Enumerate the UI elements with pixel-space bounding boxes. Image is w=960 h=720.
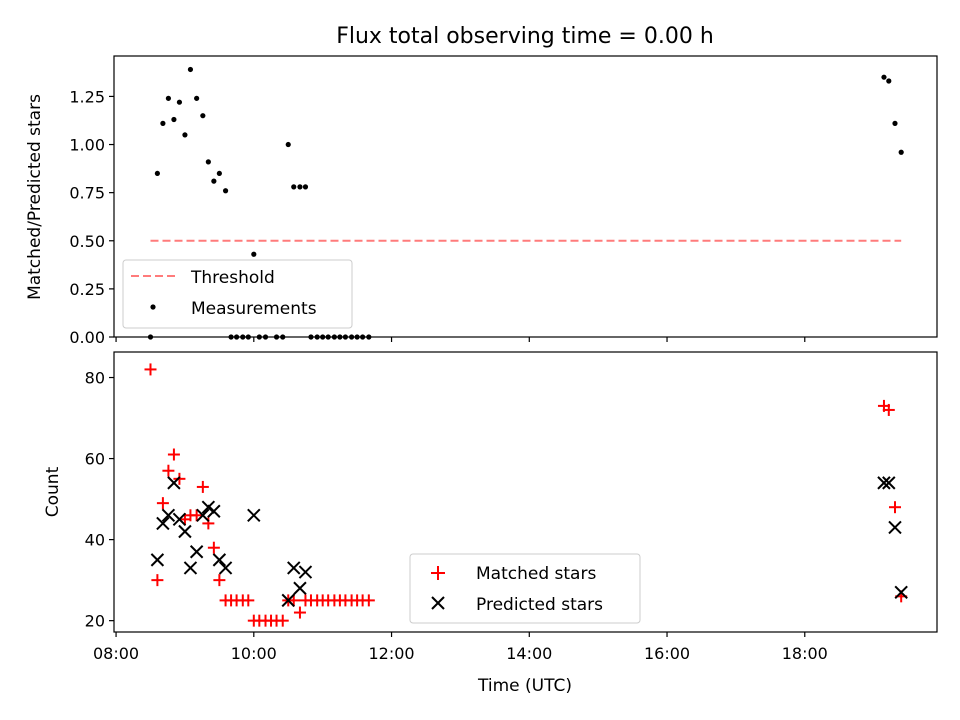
measurement-point (892, 120, 898, 126)
predicted-star-point (196, 508, 210, 523)
xtick-label: 14:00 (506, 644, 552, 663)
matched-star-point (287, 594, 300, 607)
matched-star-point (882, 403, 895, 416)
legend-measurements-swatch (150, 304, 156, 310)
top-ytick-label: 1.25 (69, 87, 105, 106)
matched-star-point (196, 480, 209, 493)
matched-star-point (888, 501, 901, 514)
matched-star-point (173, 472, 186, 485)
predicted-star-point (178, 524, 192, 539)
measurement-point (182, 132, 188, 138)
bottom-ytick-label: 20 (85, 612, 105, 631)
predicted-star-point (172, 512, 187, 527)
legend-threshold-label: Threshold (190, 268, 275, 288)
measurement-point (886, 78, 892, 84)
predicted-star-point (161, 508, 176, 523)
predicted-star-point (150, 553, 165, 567)
matched-star-point (162, 464, 175, 477)
measurement-point (187, 66, 194, 73)
measurement-point (154, 170, 160, 177)
measurement-point (160, 120, 166, 126)
predicted-star-point (218, 561, 233, 575)
bottom-y-axis-label: Count (43, 466, 63, 517)
measurement-point (165, 95, 172, 101)
top-axes-frame (113, 55, 938, 338)
xtick-label: 18:00 (782, 644, 828, 663)
top-legend: Threshold Measurements (122, 259, 353, 329)
measurement-point (297, 184, 303, 190)
matched-star-point (144, 363, 157, 376)
matched-star-point (213, 574, 226, 587)
predicted-star-point (882, 476, 896, 490)
predicted-star-point (207, 504, 221, 518)
predicted-star-point (212, 553, 227, 567)
matched-star-point (362, 594, 375, 607)
measurement-point (211, 178, 217, 184)
matched-star-point (190, 509, 203, 522)
bottom-legend: Matched stars Predicted stars (409, 553, 641, 624)
top-ytick-label: 0.25 (69, 280, 105, 299)
predicted-star-point (894, 585, 908, 599)
measurement-point (285, 141, 291, 148)
predicted-star-point (247, 508, 261, 523)
legend-predicted-label: Predicted stars (476, 595, 603, 615)
measurement-point (291, 184, 297, 190)
predicted-star-point (167, 476, 181, 490)
top-panel: 0.00 0.25 0.50 0.75 1.00 1.25 Matched/Predict… (25, 55, 938, 347)
matched-star-point (167, 448, 180, 461)
predicted-star-point (281, 593, 295, 608)
predicted-star-point (201, 500, 216, 514)
top-ytick-label: 1.00 (69, 136, 105, 155)
measurement-point (171, 116, 177, 123)
matched-star-point (276, 614, 289, 627)
legend-measurements-label: Measurements (191, 299, 317, 319)
matched-star-point (293, 606, 306, 619)
xtick-label: 08:00 (93, 644, 139, 663)
legend-matched-label: Matched stars (476, 564, 596, 584)
measurement-point (194, 95, 200, 101)
measurement-point (216, 170, 222, 177)
predicted-star-point (298, 565, 313, 579)
measurement-point (251, 251, 257, 257)
bottom-ytick-label: 60 (85, 450, 105, 469)
measurement-point (898, 149, 904, 155)
bottom-ytick-label: 80 (85, 369, 105, 388)
predicted-star-point (888, 520, 902, 535)
measurement-point (176, 99, 183, 105)
top-ytick-label: 0.00 (69, 328, 105, 347)
bottom-ytick-label: 40 (85, 531, 105, 550)
x-axis-label: Time (UTC) (477, 676, 572, 696)
matched-star-point (207, 541, 220, 554)
top-y-axis-label: Matched/Predicted stars (25, 94, 45, 300)
bottom-axes-frame (113, 351, 938, 633)
matched-star-point (242, 594, 255, 607)
legend-predicted-swatch (431, 596, 445, 610)
bottom-legend-box (409, 553, 641, 624)
measurement-point (881, 74, 887, 80)
measurement-point (200, 113, 206, 119)
top-ytick-label: 0.75 (69, 184, 105, 203)
xtick-label: 16:00 (644, 644, 690, 663)
measurement-point (205, 159, 211, 165)
predicted-star-point (156, 516, 170, 531)
predicted-star-point (189, 545, 204, 559)
legend-matched-swatch (431, 566, 445, 580)
matched-star-point (156, 497, 169, 510)
measurement-point (302, 184, 309, 190)
matched-star-point (151, 574, 164, 587)
predicted-star-point (877, 476, 891, 490)
xtick-label: 10:00 (231, 644, 277, 663)
xtick-label: 12:00 (368, 644, 414, 663)
chart-title: Flux total observing time = 0.00 h (336, 24, 714, 49)
measurement-point (222, 188, 229, 194)
top-ytick-label: 0.50 (69, 232, 105, 251)
predicted-star-point (183, 561, 198, 575)
predicted-star-point (287, 561, 301, 575)
predicted-star-point (293, 581, 307, 595)
top-legend-box (122, 259, 353, 329)
